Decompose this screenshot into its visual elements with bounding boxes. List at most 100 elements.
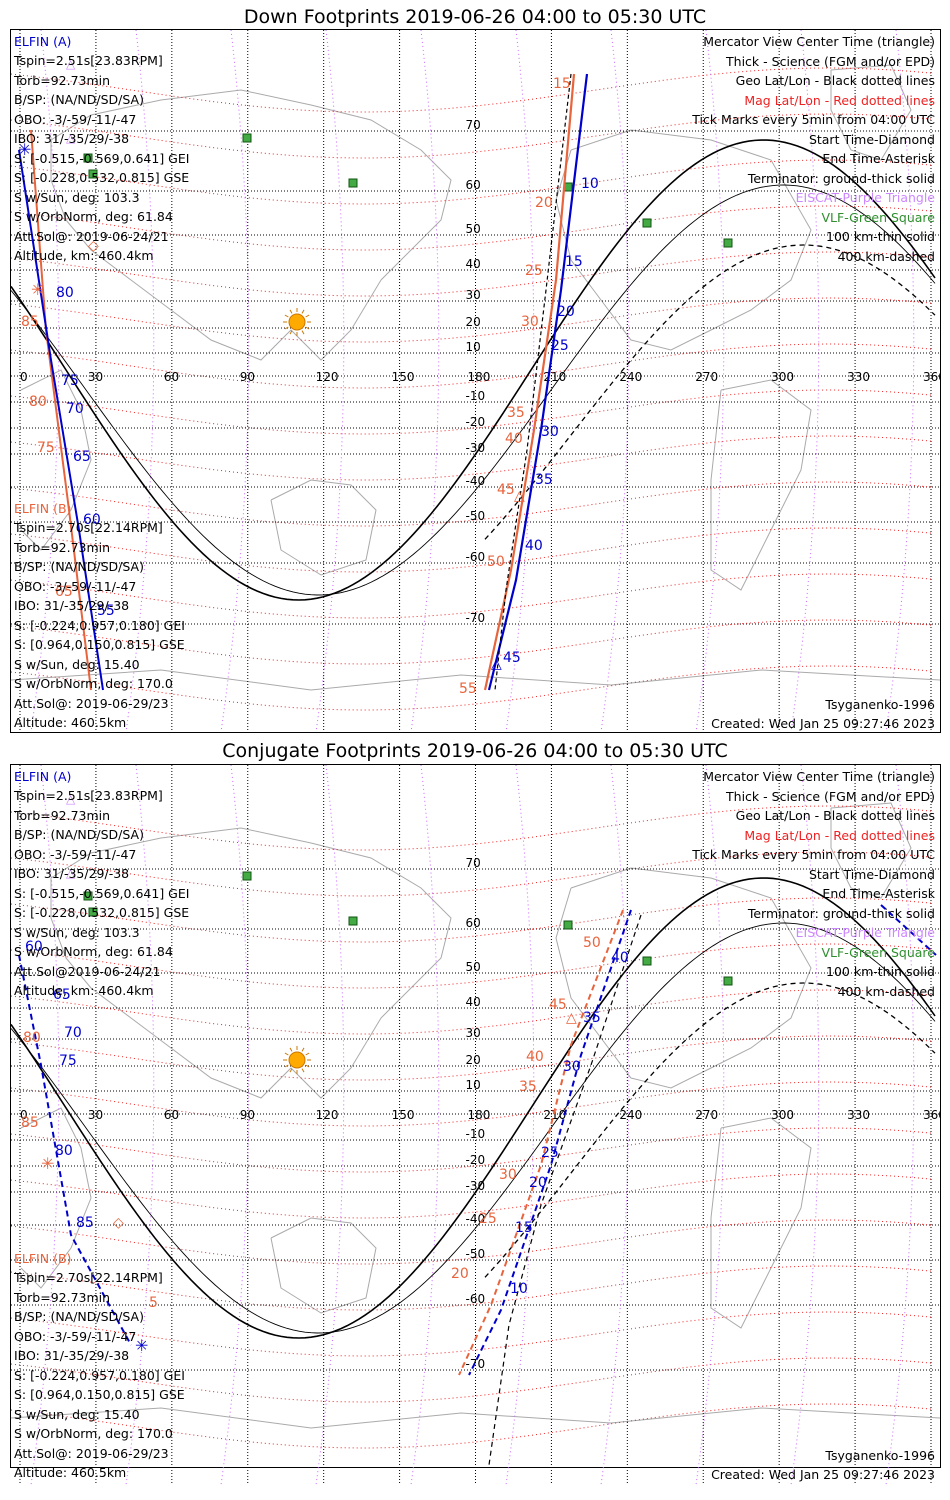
elfin-a-info-line: S: [-0.228,0.532,0.815] GSE: [14, 905, 190, 920]
mag-meridian: [505, 30, 535, 732]
elfin-b-tick-label: 35: [519, 1079, 537, 1095]
legend-item: Start Time-Diamond: [808, 131, 935, 147]
lon-tick-label: 150: [392, 1108, 415, 1122]
elfin-400km-track: [488, 914, 642, 1466]
elfin-a-tick-label: 15: [565, 254, 583, 270]
elfin-b-label: ELFIN (B): [14, 501, 72, 516]
sun-icon: [283, 308, 311, 336]
sun-ray: [289, 309, 293, 314]
coastline-2: [270, 479, 377, 576]
lat-tick-label: -10: [466, 1127, 486, 1141]
legend-item: Mercator View Center Time (triangle): [703, 34, 935, 49]
lon-tick-label: 120: [316, 1108, 339, 1122]
lon-tick-label: 30: [88, 370, 103, 384]
sun-ray: [305, 326, 310, 330]
legend-item: Terminator: ground-thick solid: [747, 905, 935, 921]
coastline-0: [50, 89, 452, 361]
sun-icon: [283, 1046, 311, 1074]
lat-tick-label: -20: [466, 1153, 486, 1167]
elfin-a-info-line: S w/Sun, deg: 103.3: [14, 924, 140, 940]
sun-ray: [289, 1047, 293, 1052]
elfin-a-label: ELFIN (A): [14, 769, 72, 784]
lon-tick-label: 0: [20, 1108, 28, 1122]
created-timestamp: Created: Wed Jan 25 09:27:46 2023: [711, 1467, 935, 1482]
lat-tick-label: 10: [466, 340, 481, 354]
terminator-100km: [11, 184, 936, 596]
legend-item: Tick Marks every 5min from 04:00 UTC: [692, 847, 935, 862]
elfin-a-info-line: B/SP: (NA/ND/SD/SA): [14, 827, 144, 842]
elfin-a-tick-label: 60: [83, 512, 101, 528]
elfin-b-info-line: Torb=92.73min: [14, 1289, 111, 1305]
elfin-a-info-line: S: [-0.515,-0.569,0.641] GEI: [14, 885, 190, 901]
mag-meridian: [695, 765, 725, 1485]
vlf-station-icon: [348, 916, 358, 926]
map-canvas-down[interactable]: 0306090120150180210240270300330360706050…: [11, 30, 940, 732]
elfin-b-info-line: S: [0.964,0.150,0.815] GSE: [14, 1387, 185, 1402]
lat-tick-label: -60: [466, 1292, 486, 1306]
elfin-a-tick-label: 65: [53, 987, 71, 1003]
terminator-ground: [11, 139, 936, 601]
coastline-2: [270, 1217, 377, 1314]
elfin-a-end-asterisk-icon: ✳: [18, 140, 31, 159]
coastline-5: [830, 64, 912, 161]
lon-tick-label: 150: [392, 370, 415, 384]
elfin-b-info-line: S: [0.964,0.150,0.815] GSE: [14, 637, 185, 652]
elfin-b-label: ELFIN (B): [14, 1251, 72, 1266]
map-canvas-conjugate[interactable]: 0 30 60 90 120 150 180 210 240 270 300 330 360 70 60 50…: [11, 765, 940, 1485]
elfin-b-info-line: S w/OrbNorm, deg: 170.0: [14, 676, 173, 691]
terminator-group: [11, 877, 936, 1339]
elfin-b-tick-label: 80: [29, 394, 47, 410]
lat-tick-label: 10: [466, 1078, 481, 1092]
sun-ray: [284, 326, 289, 330]
elfin-a-tick-label: 75: [61, 373, 79, 389]
lon-tick-label: 210: [543, 1108, 566, 1122]
lon-tick-label: 270: [695, 1108, 718, 1122]
elfin-a-info-line: Tspin=2.51s[23.83RPM]: [14, 788, 163, 803]
elfin-b-tick-label: 45: [549, 997, 567, 1013]
vlf-station-icon: [242, 133, 252, 143]
tracks-group: 1015202530354060657075808520253035404550…: [18, 904, 937, 1466]
elfin-a-tick-label: 55: [97, 603, 115, 619]
elfin-b-info-line: OBO: -3/-59/-11/-47: [14, 1328, 137, 1344]
elfin-b-info-line: Tspin=2.70s[22.14RPM]: [14, 520, 163, 535]
elfin-b-start-diamond-icon: ◇: [113, 1215, 124, 1231]
elfin-b-tick-label: 40: [526, 1049, 544, 1065]
elfin-b-info-line: S w/Sun, deg: 15.40: [14, 656, 140, 672]
elfin-b-tick-label: 75: [37, 440, 55, 456]
elfin-a-info-line: Altitude, km: 460.4km: [14, 248, 154, 263]
mag-meridian: [125, 30, 155, 732]
terminator-400km: [484, 982, 936, 1278]
elfin-a-info-line: IBO: 31/-35/29/-38: [14, 131, 130, 146]
elfin-a-track-east: [880, 904, 937, 956]
terminator-100km: [11, 922, 936, 1334]
elfin-a-tick-label: 45: [503, 650, 521, 666]
elfin-b-tick-label: 45: [497, 482, 515, 498]
elfin-a-tick-label: 20: [529, 1175, 547, 1191]
lon-tick-label: 300: [771, 370, 794, 384]
elfin-a-tick-label: 10: [581, 176, 599, 192]
lon-tick-label: 240: [619, 1108, 642, 1122]
mag-meridian: [315, 765, 345, 1485]
elfin-b-info-line: Att.Sol@: 2019-06-29/23: [14, 1445, 169, 1461]
axis-labels: 0 30 60 90 120 150 180 210 240 270 300 330 360 70 60 50…: [20, 856, 940, 1371]
mag-meridian: [220, 765, 250, 1485]
created-timestamp: Created: Wed Jan 25 09:27:46 2023: [711, 716, 935, 731]
elfin-b-info-line: S w/Sun, deg: 15.40: [14, 1406, 140, 1422]
lat-tick-label: 20: [466, 315, 481, 329]
lat-tick-label: -60: [466, 550, 486, 564]
legend-item: Mercator View Center Time (triangle): [703, 769, 935, 784]
lat-tick-label: 30: [466, 1026, 481, 1040]
legend-item: 100 km-thin solid: [826, 964, 935, 979]
elfin-a-tick-label: 25: [541, 1145, 559, 1161]
mag-meridian: [885, 765, 915, 1485]
coastline-3: [555, 867, 812, 1089]
terminator-400km: [484, 244, 936, 540]
legend-item: End Time-Asterisk: [822, 886, 935, 901]
elfin-b-info-line: S: [-0.224,0.957,0.180] GEI: [14, 1367, 185, 1383]
legend-item: 400 km-dashed: [837, 248, 935, 264]
elfin-b-info-line: Torb=92.73min: [14, 539, 111, 555]
model-label: Tsyganenko-1996: [825, 1448, 935, 1463]
lon-tick-label: 30: [88, 1108, 103, 1122]
sun-ray: [301, 1068, 305, 1073]
lat-tick-label: -50: [466, 1247, 486, 1261]
